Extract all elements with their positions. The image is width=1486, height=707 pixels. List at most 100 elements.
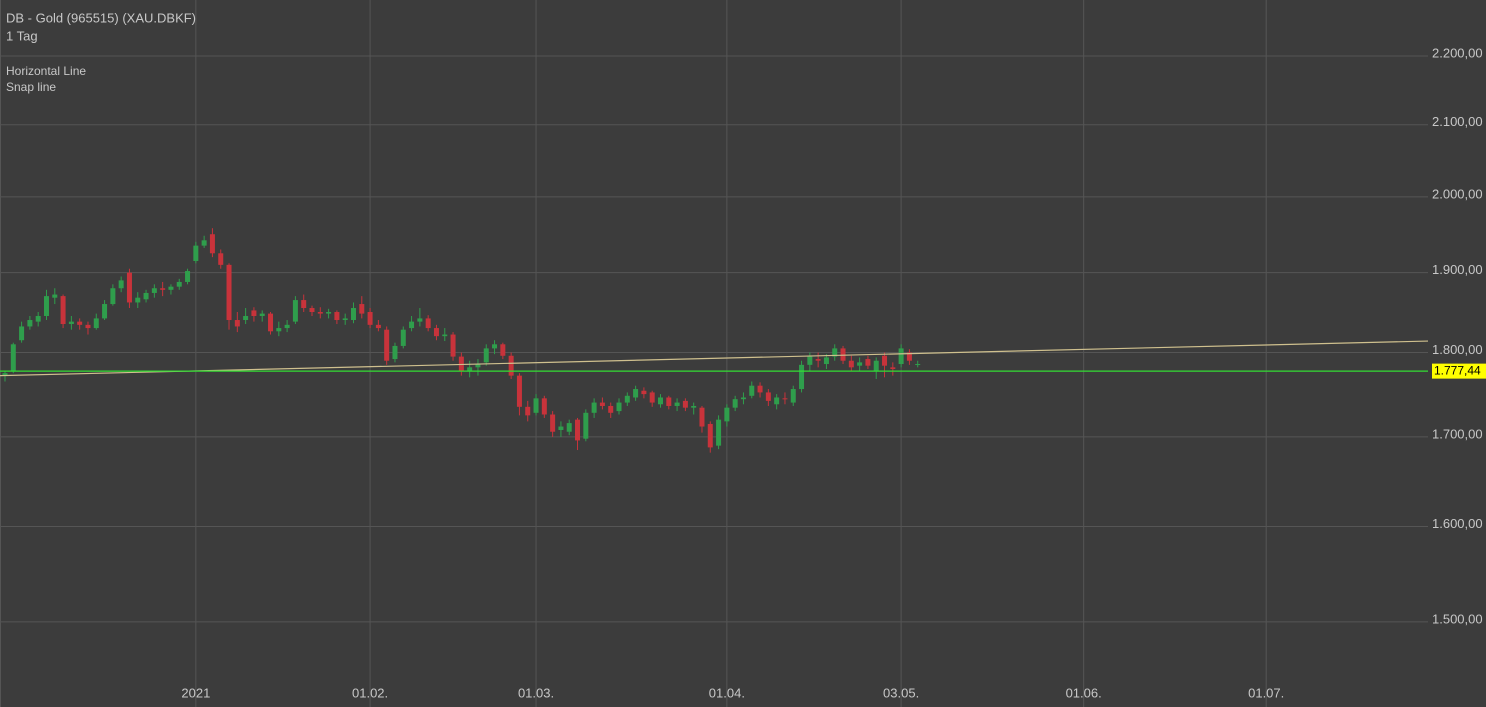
x-tick-label: 01.06.: [1066, 685, 1102, 700]
chart-title: DB - Gold (965515) (XAU.DBKF): [6, 10, 196, 25]
candle-body: [550, 414, 556, 432]
candle-body: [707, 423, 713, 448]
candle-body: [774, 397, 780, 405]
candle-body: [516, 375, 522, 407]
candle-body: [873, 360, 879, 371]
candle-body: [19, 326, 25, 341]
candle-body: [292, 300, 298, 322]
candle-body: [699, 407, 705, 427]
candle-body: [915, 364, 921, 366]
candle-body: [77, 321, 83, 325]
y-tick-label: 1.900,00: [1432, 262, 1483, 277]
candle-body: [898, 348, 904, 365]
x-tick-label: 01.04.: [709, 685, 745, 700]
candle-body: [865, 359, 871, 366]
candle-body: [60, 296, 66, 325]
candle-body: [765, 392, 771, 401]
candle-body: [483, 348, 489, 363]
candle-body: [657, 397, 663, 405]
candle-body: [168, 286, 174, 290]
candle-body: [27, 320, 33, 327]
candle-body: [93, 318, 99, 329]
candle-body: [367, 312, 373, 325]
candle-body: [649, 392, 655, 403]
candle-body: [599, 402, 605, 406]
snap-line: [0, 340, 1429, 377]
candle-body: [309, 308, 315, 313]
candle-body: [691, 405, 697, 408]
candle-body: [176, 281, 182, 287]
candle-body: [832, 348, 838, 357]
price-label: 1.777,44: [1434, 363, 1481, 377]
candle-body: [251, 310, 257, 317]
candle-body: [68, 321, 74, 325]
y-tick-label: 2.000,00: [1432, 186, 1483, 201]
candle-body: [666, 397, 672, 406]
candle-body: [126, 272, 132, 303]
candle-body: [450, 334, 456, 357]
candle-body: [10, 344, 16, 371]
candle-body: [757, 385, 763, 393]
candle-body: [35, 316, 41, 322]
candle-body: [102, 304, 108, 319]
candle-body: [790, 389, 796, 403]
candle-body: [268, 313, 274, 332]
legend-entry: Snap line: [6, 80, 56, 94]
x-tick-label: 01.02.: [352, 685, 388, 700]
candle-body: [716, 419, 722, 446]
candle-body: [890, 367, 896, 369]
candle-body: [732, 399, 738, 408]
candle-body: [218, 253, 224, 265]
candle-body: [749, 385, 755, 396]
y-tick-label: 1.800,00: [1432, 342, 1483, 357]
x-tick-label: 03.05.: [883, 685, 919, 700]
candle-body: [682, 400, 688, 408]
candle-body: [243, 316, 249, 321]
candle-body: [882, 355, 888, 366]
candle-body: [259, 313, 265, 317]
candle-body: [433, 328, 439, 337]
candle-body: [508, 355, 514, 376]
candle-body: [442, 334, 448, 337]
candle-body: [334, 312, 340, 321]
candle-body: [782, 398, 788, 400]
candle-body: [807, 356, 813, 365]
marks: [2, 228, 921, 453]
candle-body: [906, 352, 912, 361]
candle-body: [151, 288, 157, 293]
candle-body: [43, 296, 49, 317]
y-tick-label: 1.600,00: [1432, 516, 1483, 531]
x-tick-label: 2021: [181, 685, 210, 700]
candle-body: [475, 364, 481, 368]
y-tick-label: 1.500,00: [1432, 611, 1483, 626]
candle-body: [143, 292, 149, 300]
candle-body: [608, 405, 614, 413]
candle-body: [674, 402, 680, 406]
candle-body: [326, 312, 332, 314]
candle-body: [85, 324, 91, 329]
price-label-box: [1432, 363, 1486, 379]
candle-body: [2, 373, 8, 376]
candle-body: [392, 345, 398, 360]
candle-body: [400, 329, 406, 346]
candle-body: [492, 344, 498, 349]
y-tick-label: 2.200,00: [1432, 45, 1483, 60]
candle-body: [234, 320, 240, 327]
candle-body: [500, 344, 506, 356]
candle-body: [110, 288, 116, 305]
candle-body: [633, 389, 639, 398]
candle-body: [799, 364, 805, 390]
candle-body: [641, 390, 647, 395]
legend-entry: Horizontal Line: [6, 64, 86, 78]
x-tick-label: 01.03.: [518, 685, 554, 700]
candle-body: [724, 407, 730, 422]
candle-body: [409, 321, 415, 329]
candle-body: [533, 398, 539, 413]
candle-body: [558, 426, 564, 430]
candle-body: [359, 304, 365, 314]
candle-body: [135, 297, 141, 303]
chart-subtitle: 1 Tag: [6, 28, 38, 43]
